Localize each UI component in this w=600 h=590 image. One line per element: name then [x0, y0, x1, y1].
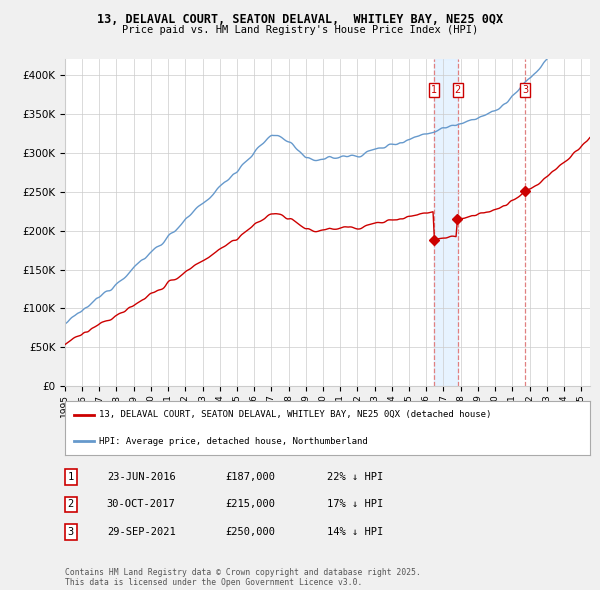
Text: Price paid vs. HM Land Registry's House Price Index (HPI): Price paid vs. HM Land Registry's House … — [122, 25, 478, 35]
Text: HPI: Average price, detached house, Northumberland: HPI: Average price, detached house, Nort… — [99, 437, 368, 445]
Text: £187,000: £187,000 — [225, 472, 275, 481]
Text: 1: 1 — [68, 472, 74, 481]
Text: 23-JUN-2016: 23-JUN-2016 — [107, 472, 176, 481]
Text: Contains HM Land Registry data © Crown copyright and database right 2025.
This d: Contains HM Land Registry data © Crown c… — [65, 568, 421, 587]
Bar — [434, 59, 458, 386]
Text: 2: 2 — [68, 500, 74, 509]
Text: 29-SEP-2021: 29-SEP-2021 — [107, 527, 176, 537]
Text: £215,000: £215,000 — [225, 500, 275, 509]
Text: 17% ↓ HPI: 17% ↓ HPI — [327, 500, 383, 509]
Text: 13, DELAVAL COURT, SEATON DELAVAL,  WHITLEY BAY, NE25 0QX: 13, DELAVAL COURT, SEATON DELAVAL, WHITL… — [97, 13, 503, 26]
Text: 2: 2 — [455, 85, 461, 95]
Text: 1: 1 — [431, 85, 437, 95]
Text: £250,000: £250,000 — [225, 527, 275, 537]
Text: 3: 3 — [522, 85, 529, 95]
Text: 22% ↓ HPI: 22% ↓ HPI — [327, 472, 383, 481]
Text: 30-OCT-2017: 30-OCT-2017 — [107, 500, 176, 509]
Text: 14% ↓ HPI: 14% ↓ HPI — [327, 527, 383, 537]
Text: 13, DELAVAL COURT, SEATON DELAVAL, WHITLEY BAY, NE25 0QX (detached house): 13, DELAVAL COURT, SEATON DELAVAL, WHITL… — [99, 411, 491, 419]
Text: 3: 3 — [68, 527, 74, 537]
